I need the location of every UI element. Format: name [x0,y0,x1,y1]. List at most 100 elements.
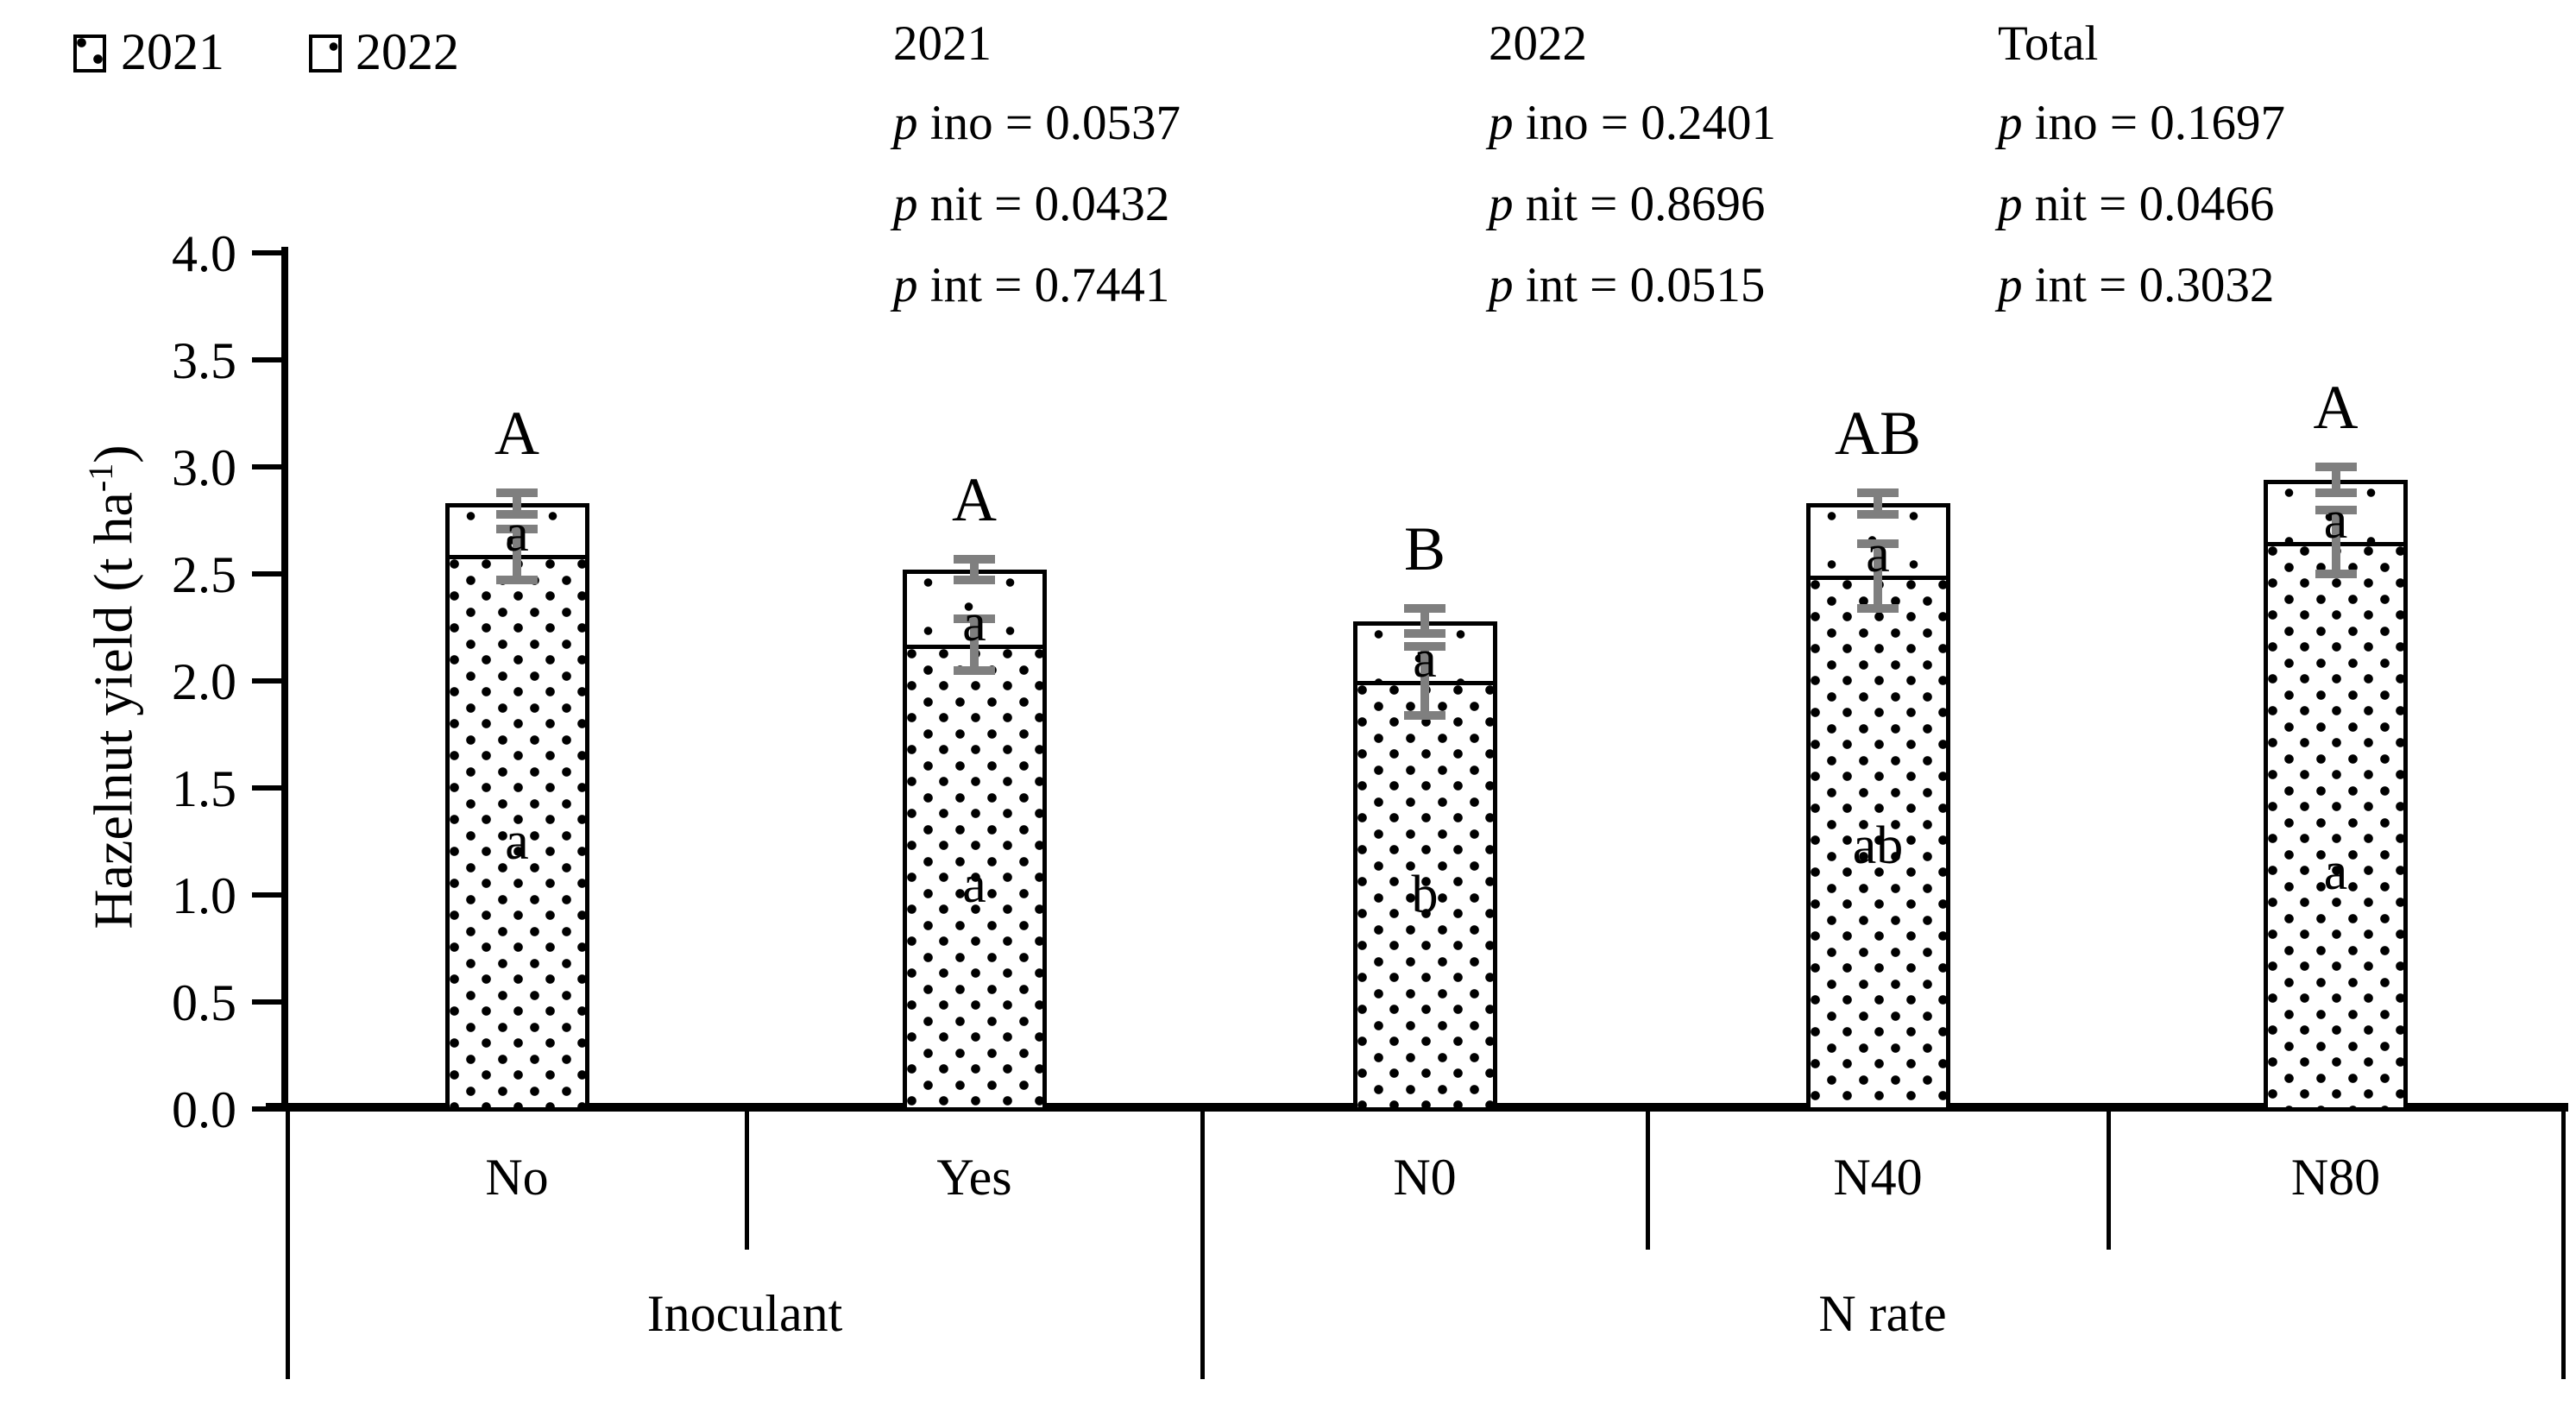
p-value-text: ino = 0.2401 [1513,96,1776,150]
p-symbol: p [1998,96,2023,150]
p-value-text: int = 0.7441 [917,258,1170,312]
p-symbol: p [1998,258,2023,312]
table-left-border [286,1112,290,1379]
p-value-text: nit = 0.8696 [1513,177,1766,231]
error-bar-cap [1404,710,1445,720]
category-label-n40: N40 [1833,1149,1923,1206]
error-bar-total [2331,463,2340,497]
group-label-n-rate: N rate [1818,1285,1947,1342]
error-bar-cap [954,554,995,564]
stats-line: p ino = 0.2401 [1489,98,1776,148]
category-label-n0: N0 [1393,1149,1457,1206]
significance-letter-total: A [494,398,539,468]
error-bar-cap [954,614,995,624]
significance-letter-2022: a [1413,630,1437,689]
p-value-text: ino = 0.0537 [917,96,1181,150]
p-value-text: nit = 0.0466 [2022,177,2275,231]
y-tick [252,1106,283,1112]
stats-line: p nit = 0.8696 [1489,180,1765,229]
stats-line: p int = 0.3032 [1998,261,2274,310]
significance-letter-2021: a [962,854,986,914]
error-bar-cap [1857,539,1899,549]
category-label-no: No [485,1149,549,1206]
stats-title: 2021 [893,16,992,71]
legend-label-2022: 2022 [356,23,459,80]
y-tick-label: 3.5 [172,332,236,389]
error-bar-cap [496,509,538,519]
bar-segment-2021 [1352,681,1497,1112]
error-bar-cap [1404,629,1445,639]
significance-letter-2021: a [2323,841,2348,901]
stats-line: p nit = 0.0466 [1998,180,2274,229]
y-tick-label: 1.0 [172,867,236,924]
y-tick [252,464,283,469]
y-tick-label: 3.0 [172,439,236,496]
significance-letter-total: A [952,464,997,534]
significance-letter-2021: b [1411,866,1439,924]
y-tick [252,357,283,362]
p-symbol: p [893,96,918,150]
y-tick [252,892,283,898]
error-bar-cap [954,665,995,675]
error-bar-cap [1857,603,1899,613]
y-tick-label: 4.0 [172,225,236,282]
bar-segment-2021 [2264,541,2408,1112]
error-bar-2021 [2331,505,2340,578]
significance-letter-2021: a [505,812,529,871]
y-tick-label: 2.0 [172,653,236,710]
error-bar-total [1874,488,1882,519]
significance-letter-2022: a [962,593,986,652]
table-category-divider [2107,1112,2111,1250]
table-right-border [2561,1112,2566,1379]
significance-letter-2021: ab [1852,816,1904,875]
p-symbol: p [893,177,918,231]
p-symbol: p [893,258,918,312]
error-bar-total [970,554,979,585]
y-tick-label: 2.5 [172,546,236,603]
stats-line: p int = 0.0515 [1489,261,1765,310]
error-bar-cap [2315,488,2357,497]
y-tick-label: 1.5 [172,760,236,817]
significance-letter-2022: a [2323,490,2348,550]
legend-label-2021: 2021 [121,23,224,80]
significance-letter-total: AB [1834,398,1922,468]
error-bar-cap [2315,505,2357,514]
bar-segment-2021 [902,644,1047,1112]
error-bar-cap [1857,488,1899,497]
p-value-text: int = 0.3032 [2022,258,2275,312]
error-bar-cap [1404,603,1445,613]
error-bar-cap [496,576,538,585]
error-bar-cap [496,488,538,497]
significance-letter-total: B [1403,513,1446,583]
p-value-text: ino = 0.1697 [2022,96,2285,150]
error-bar-cap [2315,569,2357,578]
y-tick-label: 0.5 [172,974,236,1031]
category-label-n80: N80 [2290,1149,2381,1206]
legend-swatch-2021 [73,35,106,72]
p-symbol: p [1489,258,1514,312]
bar-segment-2021 [444,554,589,1112]
p-value-text: int = 0.0515 [1513,258,1766,312]
p-symbol: p [1489,96,1514,150]
error-bar-2021 [970,614,979,675]
y-tick [252,250,283,255]
error-bar-total [513,488,521,519]
y-tick [252,571,283,576]
stats-line: p ino = 0.0537 [893,98,1181,148]
p-symbol: p [1489,177,1514,231]
group-label-inoculant: Inoculant [646,1285,843,1342]
error-bar-cap [496,524,538,533]
stats-title: Total [1998,16,2099,71]
significance-letter-2022: a [1866,525,1890,584]
y-tick [252,999,283,1005]
significance-letter-total: A [2313,373,2359,443]
error-bar-cap [954,576,995,585]
y-tick [252,785,283,791]
table-group-divider [1200,1112,1205,1379]
category-label-yes: Yes [936,1149,1012,1206]
error-bar-cap [2315,463,2357,472]
error-bar-total [1420,603,1429,639]
stats-line: p nit = 0.0432 [893,180,1169,229]
y-axis-line [281,247,288,1110]
y-tick [252,678,283,684]
